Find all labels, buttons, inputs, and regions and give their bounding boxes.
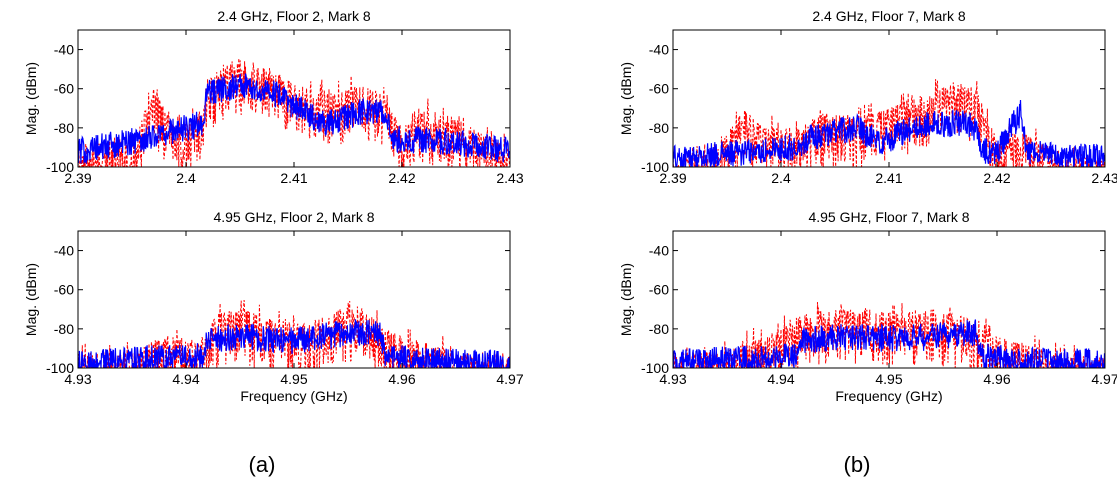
x-tick-label: 2.4 <box>771 170 791 186</box>
x-axis-label: Frequency (GHz) <box>835 388 942 404</box>
y-axis-label: Mag. (dBm) <box>23 62 39 135</box>
series-red-trace <box>673 301 1105 368</box>
chart-title: 2.4 GHz, Floor 2, Mark 8 <box>217 8 370 24</box>
x-tick-label: 2.41 <box>280 170 307 186</box>
y-axis-label: Mag. (dBm) <box>23 263 39 336</box>
y-tick-label: -80 <box>649 321 669 337</box>
series-blue-trace <box>673 319 1105 368</box>
series-red-trace <box>673 79 1105 167</box>
series-red-trace <box>78 58 510 167</box>
y-tick-label: -80 <box>54 321 74 337</box>
x-tick-label: 4.96 <box>983 371 1010 387</box>
plot-area <box>78 231 510 368</box>
x-tick-label: 4.94 <box>767 371 794 387</box>
x-tick-label: 4.95 <box>875 371 902 387</box>
x-tick-label: 4.95 <box>280 371 307 387</box>
y-tick-label: -40 <box>649 42 669 58</box>
chart-panel: 4.93 4.94 4.95 4.96 4.97 -40 -60 -80 -100 4.95 GH… <box>618 209 1117 404</box>
x-tick-label: 4.97 <box>496 371 523 387</box>
y-axis-label: Mag. (dBm) <box>618 263 634 336</box>
y-tick-label: -80 <box>649 120 669 136</box>
x-tick-label: 2.43 <box>1091 170 1117 186</box>
y-tick-label: -100 <box>641 159 669 175</box>
x-tick-label: 4.93 <box>659 371 686 387</box>
x-tick-label: 4.96 <box>388 371 415 387</box>
y-tick-label: -40 <box>649 243 669 259</box>
y-tick-label: -60 <box>649 282 669 298</box>
y-tick-label: -100 <box>46 159 74 175</box>
y-tick-label: -100 <box>46 360 74 376</box>
chart-panels: 2.39 2.4 2.41 2.42 2.43 -40 -60 -80 -100 2.4 GHz,… <box>23 8 1117 404</box>
chart-panel: 4.93 4.94 4.95 4.96 4.97 -40 -60 -80 -100 4.95 GH… <box>23 209 524 404</box>
y-tick-label: -80 <box>54 120 74 136</box>
x-tick-label: 2.42 <box>983 170 1010 186</box>
y-tick-label: -40 <box>54 42 74 58</box>
x-axis-label: Frequency (GHz) <box>240 388 347 404</box>
x-tick-label: 2.39 <box>64 170 91 186</box>
x-tick-label: 4.94 <box>172 371 199 387</box>
chart-title: 4.95 GHz, Floor 7, Mark 8 <box>808 209 969 225</box>
panel-label-b: (b) <box>844 452 871 477</box>
y-tick-label: -60 <box>54 282 74 298</box>
x-tick-label: 4.93 <box>64 371 91 387</box>
y-axis-label: Mag. (dBm) <box>618 62 634 135</box>
chart-title: 4.95 GHz, Floor 2, Mark 8 <box>213 209 374 225</box>
panel-label-a: (a) <box>249 452 276 477</box>
chart-panel: 2.39 2.4 2.41 2.42 2.43 -40 -60 -80 -100 2.4 GHz,… <box>23 8 524 186</box>
chart-panel: 2.39 2.4 2.41 2.42 2.43 -40 -60 -80 -100 2.4 GHz,… <box>618 8 1117 186</box>
x-tick-label: 2.42 <box>388 170 415 186</box>
x-tick-label: 2.43 <box>496 170 523 186</box>
series-blue-trace <box>673 99 1105 167</box>
series-blue-trace <box>78 319 510 368</box>
y-tick-label: -100 <box>641 360 669 376</box>
x-tick-label: 2.41 <box>875 170 902 186</box>
y-tick-label: -60 <box>649 81 669 97</box>
y-tick-label: -60 <box>54 81 74 97</box>
x-tick-label: 2.39 <box>659 170 686 186</box>
x-tick-label: 2.4 <box>176 170 196 186</box>
y-tick-label: -40 <box>54 243 74 259</box>
series-red-trace <box>78 299 510 368</box>
x-tick-label: 4.97 <box>1091 371 1117 387</box>
chart-title: 2.4 GHz, Floor 7, Mark 8 <box>812 8 965 24</box>
series-blue-trace <box>78 73 510 165</box>
